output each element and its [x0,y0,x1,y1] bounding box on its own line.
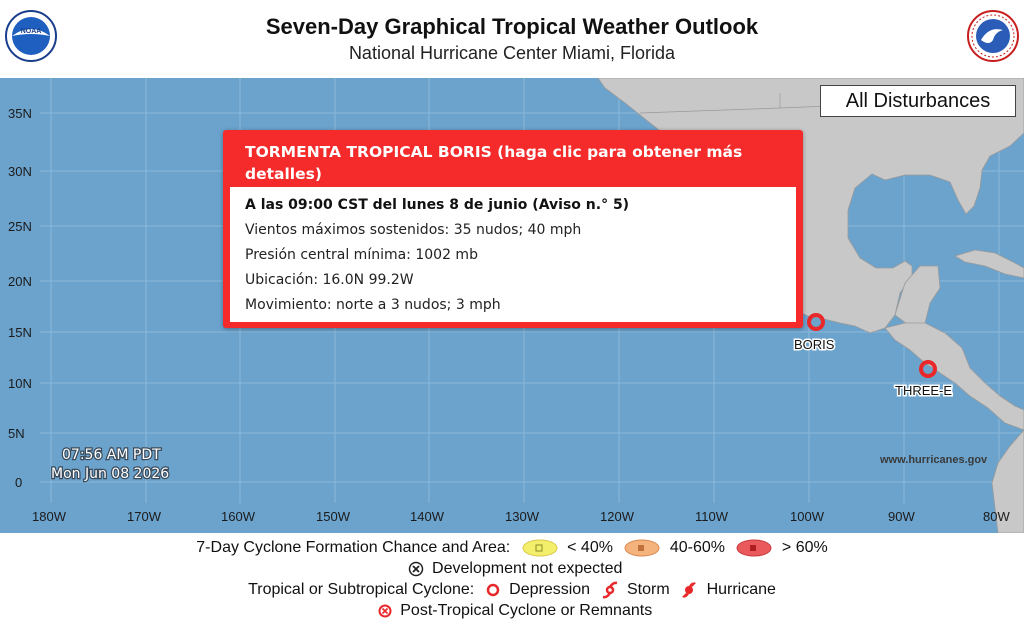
legend-hurricane: Hurricane [706,581,776,598]
high-chance-swatch-icon [736,539,772,557]
storm-icon [602,581,617,599]
svg-text:30N: 30N [8,164,32,179]
landmass-cuba [954,249,1024,279]
disturbance-filter-label[interactable]: All Disturbances [820,85,1016,117]
popup-location: Ubicación: 16.0N 99.2W [245,272,414,288]
storm-popup[interactable]: TORMENTA TROPICAL BORIS (haga clic para … [223,130,803,328]
svg-text:5N: 5N [8,426,25,441]
timestamp-date: Mon Jun 08 2026 [51,466,169,482]
legend-row-cyclone: Tropical or Subtropical Cyclone: Depress… [0,580,1024,600]
legend-high: > 60% [781,539,828,556]
svg-text:10N: 10N [8,376,32,391]
svg-text:170W: 170W [127,509,162,524]
post-tropical-icon [378,604,392,618]
legend-row-post-tropical: Post-Tropical Cyclone or Remnants [0,601,1024,621]
popup-pressure: Presión central mínima: 1002 mb [245,247,478,263]
svg-text:90W: 90W [888,509,915,524]
svg-text:110W: 110W [695,509,729,524]
svg-text:15N: 15N [8,325,32,340]
low-chance-swatch-icon [522,539,558,557]
popup-body: A las 09:00 CST del lunes 8 de junio (Av… [230,187,796,322]
storm-label-three-e: THREE-E [895,383,952,398]
legend-row-not-expected: Development not expected [0,559,1024,579]
x-mark-icon [408,561,423,577]
svg-text:120W: 120W [600,509,635,524]
depression-icon[interactable] [807,313,825,331]
popup-movement: Movimiento: norte a 3 nudos; 3 mph [245,297,501,313]
svg-text:100W: 100W [790,509,825,524]
legend-formation-label: 7-Day Cyclone Formation Chance and Area: [196,539,511,556]
svg-text:160W: 160W [221,509,256,524]
storm-boris[interactable]: BORIS [793,313,836,354]
header: NOAA Seven-Day Graphical Tropical Weathe… [0,0,1024,78]
popup-advisory: A las 09:00 CST del lunes 8 de junio (Av… [245,197,630,213]
svg-text:35N: 35N [8,106,32,121]
timestamp-time: 07:56 AM PDT [62,447,161,463]
legend-row-formation: 7-Day Cyclone Formation Chance and Area:… [0,538,1024,558]
svg-text:180W: 180W [32,509,67,524]
storm-three-e[interactable]: THREE-E [894,360,954,400]
hurricane-icon [682,582,697,598]
legend-depression: Depression [509,581,591,598]
lon-labels: 180W 170W 160W 150W 140W 130W 120W 110W … [32,509,1010,524]
lat-labels: 35N 30N 25N 20N 15N 10N 5N 0 [8,106,32,490]
landmass-south-america [991,429,1024,533]
popup-title-link[interactable]: TORMENTA TROPICAL BORIS (haga clic para … [245,143,743,183]
website-label: www.hurricanes.gov [879,454,988,466]
svg-text:NOAA: NOAA [21,28,42,35]
popup-winds: Vientos máximos sostenidos: 35 nudos; 40… [245,222,582,238]
legend-not-expected: Development not expected [432,560,623,577]
svg-text:80W: 80W [983,509,1010,524]
legend: 7-Day Cyclone Formation Chance and Area:… [0,533,1024,626]
nws-logo [967,10,1019,67]
medium-chance-swatch-icon [624,539,660,557]
noaa-logo: NOAA [5,10,57,67]
page-subtitle: National Hurricane Center Miami, Florida [348,43,676,63]
legend-low: < 40% [567,539,613,556]
svg-text:0: 0 [15,475,22,490]
depression-icon [486,583,499,597]
landmass-central-america [884,322,1024,431]
svg-text:130W: 130W [505,509,540,524]
svg-text:140W: 140W [410,509,445,524]
legend-cyclone-label: Tropical or Subtropical Cyclone: [248,581,475,598]
svg-text:25N: 25N [8,219,32,234]
legend-storm: Storm [626,581,670,598]
page-title: Seven-Day Graphical Tropical Weather Out… [265,14,759,39]
depression-icon[interactable] [919,360,937,378]
legend-post-tropical: Post-Tropical Cyclone or Remnants [400,602,653,619]
svg-text:20N: 20N [8,274,32,289]
storm-label-boris: BORIS [794,337,835,352]
legend-medium: 40-60% [669,539,725,556]
svg-text:150W: 150W [316,509,351,524]
